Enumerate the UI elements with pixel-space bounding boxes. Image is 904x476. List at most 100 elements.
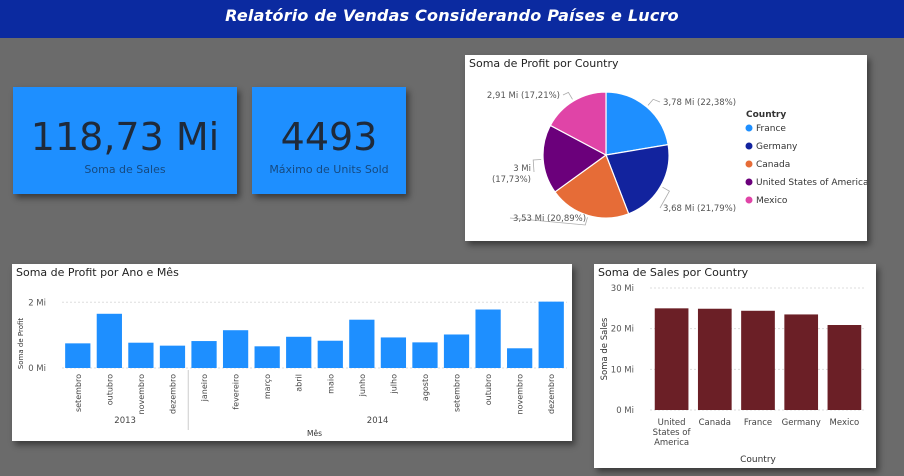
report-header: Relatório de Vendas Considerando Países … (0, 0, 904, 38)
y-tick-label: 2 Mi (28, 298, 46, 308)
x-country-label: France (744, 418, 772, 428)
profit-bar[interactable] (380, 337, 407, 368)
x-month-label: julho (389, 374, 398, 395)
sales-bar[interactable] (741, 310, 775, 410)
pie-data-label: 3,78 Mi (22,38%) (663, 98, 736, 108)
x-month-label: novembro (516, 374, 525, 415)
kpi-card-units[interactable]: 4493 Máximo de Units Sold (252, 87, 406, 194)
profit-bar[interactable] (507, 348, 533, 368)
profit-bar[interactable] (286, 336, 312, 368)
pie-legend-marker (745, 178, 753, 186)
x-month-label: dezembro (168, 374, 177, 414)
pie-legend-marker (745, 196, 753, 204)
pie-legend-item[interactable]: Germany (756, 142, 798, 152)
x-month-label: outubro (484, 374, 493, 405)
profit-bar[interactable] (65, 343, 91, 368)
x-month-label: setembro (453, 374, 462, 412)
pie-legend-title: Country (746, 110, 786, 120)
y-tick-label: 0 Mi (28, 364, 46, 374)
pie-data-label: 3 Mi (513, 164, 531, 174)
profit-bar-chart-card[interactable]: Soma de Profit por Ano e Mês 0 Mi 2 Mi Som… (12, 264, 572, 441)
pie-legend-marker (745, 160, 753, 168)
kpi-units-label: Máximo de Units Sold (269, 163, 389, 176)
pie-legend-item[interactable]: France (756, 124, 786, 134)
pie-slice-mexico[interactable] (549, 91, 607, 156)
y-axis-title: Soma de Profit (17, 318, 25, 370)
y-tick-label: 20 Mi (611, 325, 634, 335)
x-month-label: abril (295, 374, 304, 392)
pie-leader-line (659, 186, 670, 209)
pie-chart[interactable]: 3,78 Mi (22,38%) 3,68 Mi (21,79%) 3,53 Mi … (465, 55, 867, 241)
profit-bar[interactable] (412, 342, 438, 368)
pie-legend-marker (745, 124, 753, 132)
x-country-label: Canada (699, 418, 731, 428)
pie-legend-item[interactable]: Mexico (756, 196, 788, 206)
pie-slice-canada[interactable] (554, 154, 630, 219)
pie-leader-line (509, 217, 588, 226)
sales-bar[interactable] (827, 325, 862, 410)
kpi-card-sales[interactable]: 118,73 Mi Soma de Sales (13, 87, 237, 194)
x-axis-title: Mês (307, 429, 322, 438)
profit-bar[interactable] (128, 342, 154, 368)
sales-chart-title: Soma de Sales por Country (598, 266, 749, 279)
y-tick-label: 30 Mi (611, 284, 634, 294)
pie-data-label: (17,73%) (492, 175, 531, 185)
pie-data-label: 3,68 Mi (21,79%) (663, 204, 736, 214)
profit-bar[interactable] (222, 330, 249, 368)
x-month-label: agosto (421, 374, 430, 401)
pie-slice-france[interactable] (605, 91, 669, 156)
sales-bar[interactable] (784, 314, 819, 410)
sales-bar[interactable] (654, 308, 689, 410)
x-year-label: 2014 (367, 416, 389, 426)
sales-bar-chart-card[interactable]: Soma de Sales por Country 0 Mi 10 Mi 20 Mi… (594, 264, 876, 468)
x-axis-title: Country (740, 455, 776, 465)
profit-bar[interactable] (159, 345, 186, 368)
y-tick-label: 10 Mi (611, 365, 634, 375)
x-month-label: setembro (74, 374, 83, 412)
pie-slice-germany[interactable] (605, 143, 670, 215)
profit-bar[interactable] (317, 340, 343, 368)
kpi-sales-label: Soma de Sales (84, 163, 166, 176)
profit-bar-chart[interactable]: 0 Mi 2 Mi Soma de Profit setembro outubro nov… (12, 264, 572, 441)
pie-chart-card[interactable]: Soma de Profit por Country 3,78 Mi (22,3… (465, 55, 867, 241)
pie-data-label: 3,53 Mi (20,89%) (513, 214, 586, 224)
x-month-label: janeiro (200, 374, 209, 402)
sales-bar-chart[interactable]: 0 Mi 10 Mi 20 Mi 30 Mi Soma de Sales UnitedSt… (594, 264, 876, 468)
x-country-label: Mexico (830, 418, 860, 428)
x-month-label: dezembro (547, 374, 556, 414)
x-country-label: Germany (782, 418, 821, 428)
y-tick-label: 0 Mi (616, 406, 634, 416)
profit-bar[interactable] (443, 334, 470, 368)
pie-leader-line (647, 98, 661, 106)
profit-bar[interactable] (349, 319, 375, 368)
sales-bar[interactable] (697, 308, 732, 410)
y-axis-title: Soma de Sales (600, 317, 610, 380)
x-month-label: junho (358, 374, 367, 397)
profit-bar[interactable] (191, 341, 217, 368)
pie-slice-united-states-of-america[interactable] (542, 124, 608, 193)
kpi-units-value: 4493 (280, 115, 378, 159)
x-month-label: novembro (137, 374, 146, 415)
pie-chart-title: Soma de Profit por Country (469, 57, 619, 70)
pie-data-label: 2,91 Mi (17,21%) (487, 91, 560, 101)
x-month-label: maio (326, 374, 335, 394)
profit-bar[interactable] (538, 301, 564, 368)
pie-legend-item[interactable]: Canada (756, 160, 790, 170)
report-title: Relatório de Vendas Considerando Países … (225, 6, 679, 25)
x-country-label: States of (653, 428, 692, 438)
pie-legend-item[interactable]: United States of America (756, 178, 867, 188)
x-month-label: fevereiro (232, 374, 241, 410)
profit-bar[interactable] (254, 346, 280, 368)
kpi-sales-value: 118,73 Mi (30, 115, 220, 159)
pie-leader-line (532, 159, 542, 173)
pie-leader-line (562, 91, 573, 100)
profit-bar[interactable] (96, 313, 122, 368)
pie-legend-marker (745, 142, 753, 150)
x-month-label: março (263, 374, 272, 399)
x-month-label: outubro (105, 374, 114, 405)
profit-chart-title: Soma de Profit por Ano e Mês (16, 266, 179, 279)
x-country-label: United (658, 418, 686, 428)
x-country-label: America (654, 438, 689, 448)
x-year-label: 2013 (114, 416, 136, 426)
profit-bar[interactable] (475, 309, 501, 368)
